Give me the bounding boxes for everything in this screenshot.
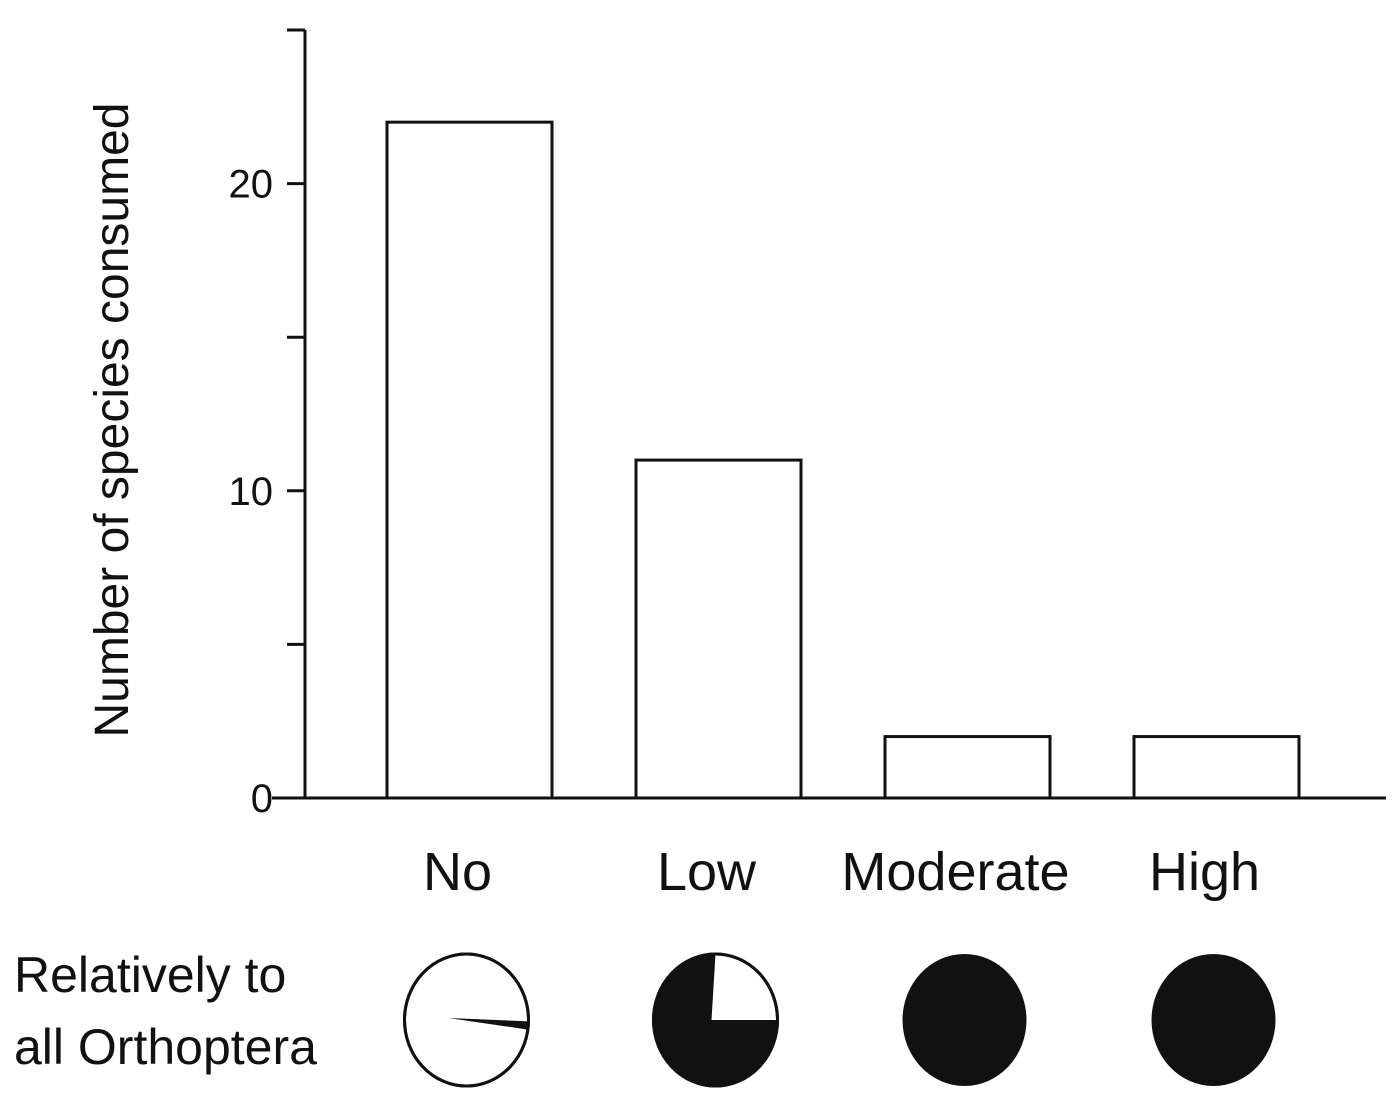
pie-slice — [448, 1018, 529, 1030]
relative-pie-no — [403, 952, 530, 1088]
pie-border — [652, 952, 779, 1088]
bar-no — [385, 120, 554, 800]
relative-label: Relatively to all Orthoptera — [14, 947, 317, 1075]
category-label-high: High — [1149, 842, 1260, 902]
pie-slice — [902, 954, 1027, 1086]
y-tick-label: 10 — [229, 470, 274, 514]
relative-label-line-1: Relatively to — [14, 947, 286, 1003]
relative-label-line-2: all Orthoptera — [14, 1019, 317, 1075]
bar-moderate — [883, 735, 1052, 800]
category-label-low: Low — [657, 842, 757, 902]
relative-pie-high — [1151, 954, 1276, 1086]
bars — [385, 120, 1301, 800]
y-axis: 0 10 20 — [229, 28, 307, 821]
pie-slice — [1151, 954, 1276, 1086]
y-axis-label: Number of species consumed — [86, 103, 139, 738]
bar-low — [634, 458, 803, 800]
relative-pie-low — [652, 952, 779, 1088]
relative-pie-moderate — [902, 954, 1027, 1086]
pie-border — [403, 952, 530, 1088]
y-tick-label: 20 — [229, 163, 274, 207]
y-tick-label: 0 — [251, 777, 273, 821]
category-labels: No Low Moderate High — [423, 842, 1260, 902]
pie-slice — [653, 954, 778, 1086]
relative-pies — [403, 952, 1276, 1088]
category-label-moderate: Moderate — [841, 842, 1069, 902]
bar-high — [1132, 735, 1301, 800]
category-label-no: No — [423, 842, 492, 902]
